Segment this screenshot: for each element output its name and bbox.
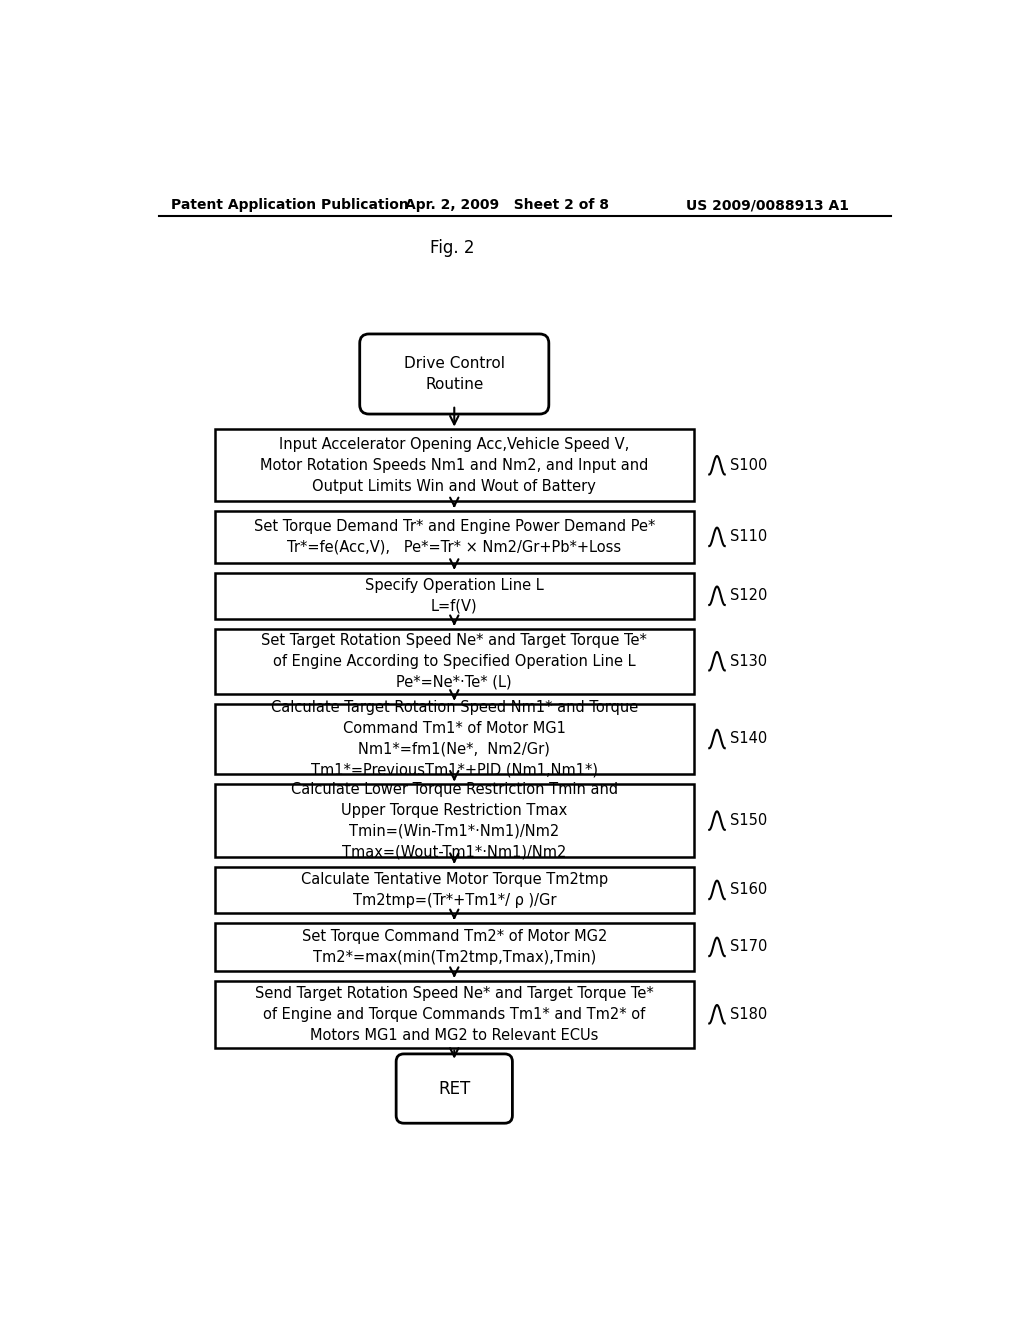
- FancyBboxPatch shape: [359, 334, 549, 414]
- Text: Fig. 2: Fig. 2: [430, 239, 475, 257]
- Text: Calculate Tentative Motor Torque Tm2tmp
Tm2tmp=(Tr*+Tm1*/ ρ )/Gr: Calculate Tentative Motor Torque Tm2tmp …: [301, 873, 608, 908]
- Text: US 2009/0088913 A1: US 2009/0088913 A1: [686, 198, 849, 213]
- Bar: [215, 867, 693, 913]
- FancyBboxPatch shape: [396, 1053, 512, 1123]
- Text: Patent Application Publication: Patent Application Publication: [171, 198, 409, 213]
- Bar: [215, 923, 693, 970]
- Text: S110: S110: [730, 529, 767, 544]
- Text: Calculate Target Rotation Speed Nm1* and Torque
Command Tm1* of Motor MG1
Nm1*=f: Calculate Target Rotation Speed Nm1* and…: [270, 700, 638, 777]
- Text: Set Torque Demand Tr* and Engine Power Demand Pe*
Tr*=fe(Acc,V),   Pe*=Tr* × Nm2: Set Torque Demand Tr* and Engine Power D…: [254, 519, 655, 554]
- Bar: [215, 704, 693, 775]
- Bar: [215, 429, 693, 502]
- Text: Send Target Rotation Speed Ne* and Target Torque Te*
of Engine and Torque Comman: Send Target Rotation Speed Ne* and Targe…: [255, 986, 653, 1043]
- Bar: [215, 981, 693, 1048]
- Text: S160: S160: [730, 882, 767, 898]
- Text: Set Torque Command Tm2* of Motor MG2
Tm2*=max(min(Tm2tmp,Tmax),Tmin): Set Torque Command Tm2* of Motor MG2 Tm2…: [302, 929, 607, 965]
- Bar: [215, 573, 693, 619]
- Text: S100: S100: [730, 458, 768, 473]
- Text: S130: S130: [730, 653, 767, 669]
- Text: S150: S150: [730, 813, 767, 828]
- Text: Calculate Lower Torque Restriction Tmin and
Upper Torque Restriction Tmax
Tmin=(: Calculate Lower Torque Restriction Tmin …: [291, 781, 617, 859]
- Text: RET: RET: [438, 1080, 470, 1097]
- Text: Apr. 2, 2009   Sheet 2 of 8: Apr. 2, 2009 Sheet 2 of 8: [406, 198, 609, 213]
- Text: S180: S180: [730, 1007, 767, 1022]
- Text: S140: S140: [730, 731, 767, 747]
- Text: Drive Control
Routine: Drive Control Routine: [403, 356, 505, 392]
- Text: Input Accelerator Opening Acc,Vehicle Speed V,
Motor Rotation Speeds Nm1 and Nm2: Input Accelerator Opening Acc,Vehicle Sp…: [260, 437, 648, 494]
- Text: S170: S170: [730, 940, 768, 954]
- Bar: [215, 511, 693, 562]
- Bar: [215, 628, 693, 693]
- Bar: [215, 784, 693, 857]
- Text: S120: S120: [730, 589, 768, 603]
- Text: Set Target Rotation Speed Ne* and Target Torque Te*
of Engine According to Speci: Set Target Rotation Speed Ne* and Target…: [261, 632, 647, 690]
- Text: Specify Operation Line L
L=f(V): Specify Operation Line L L=f(V): [365, 578, 544, 614]
